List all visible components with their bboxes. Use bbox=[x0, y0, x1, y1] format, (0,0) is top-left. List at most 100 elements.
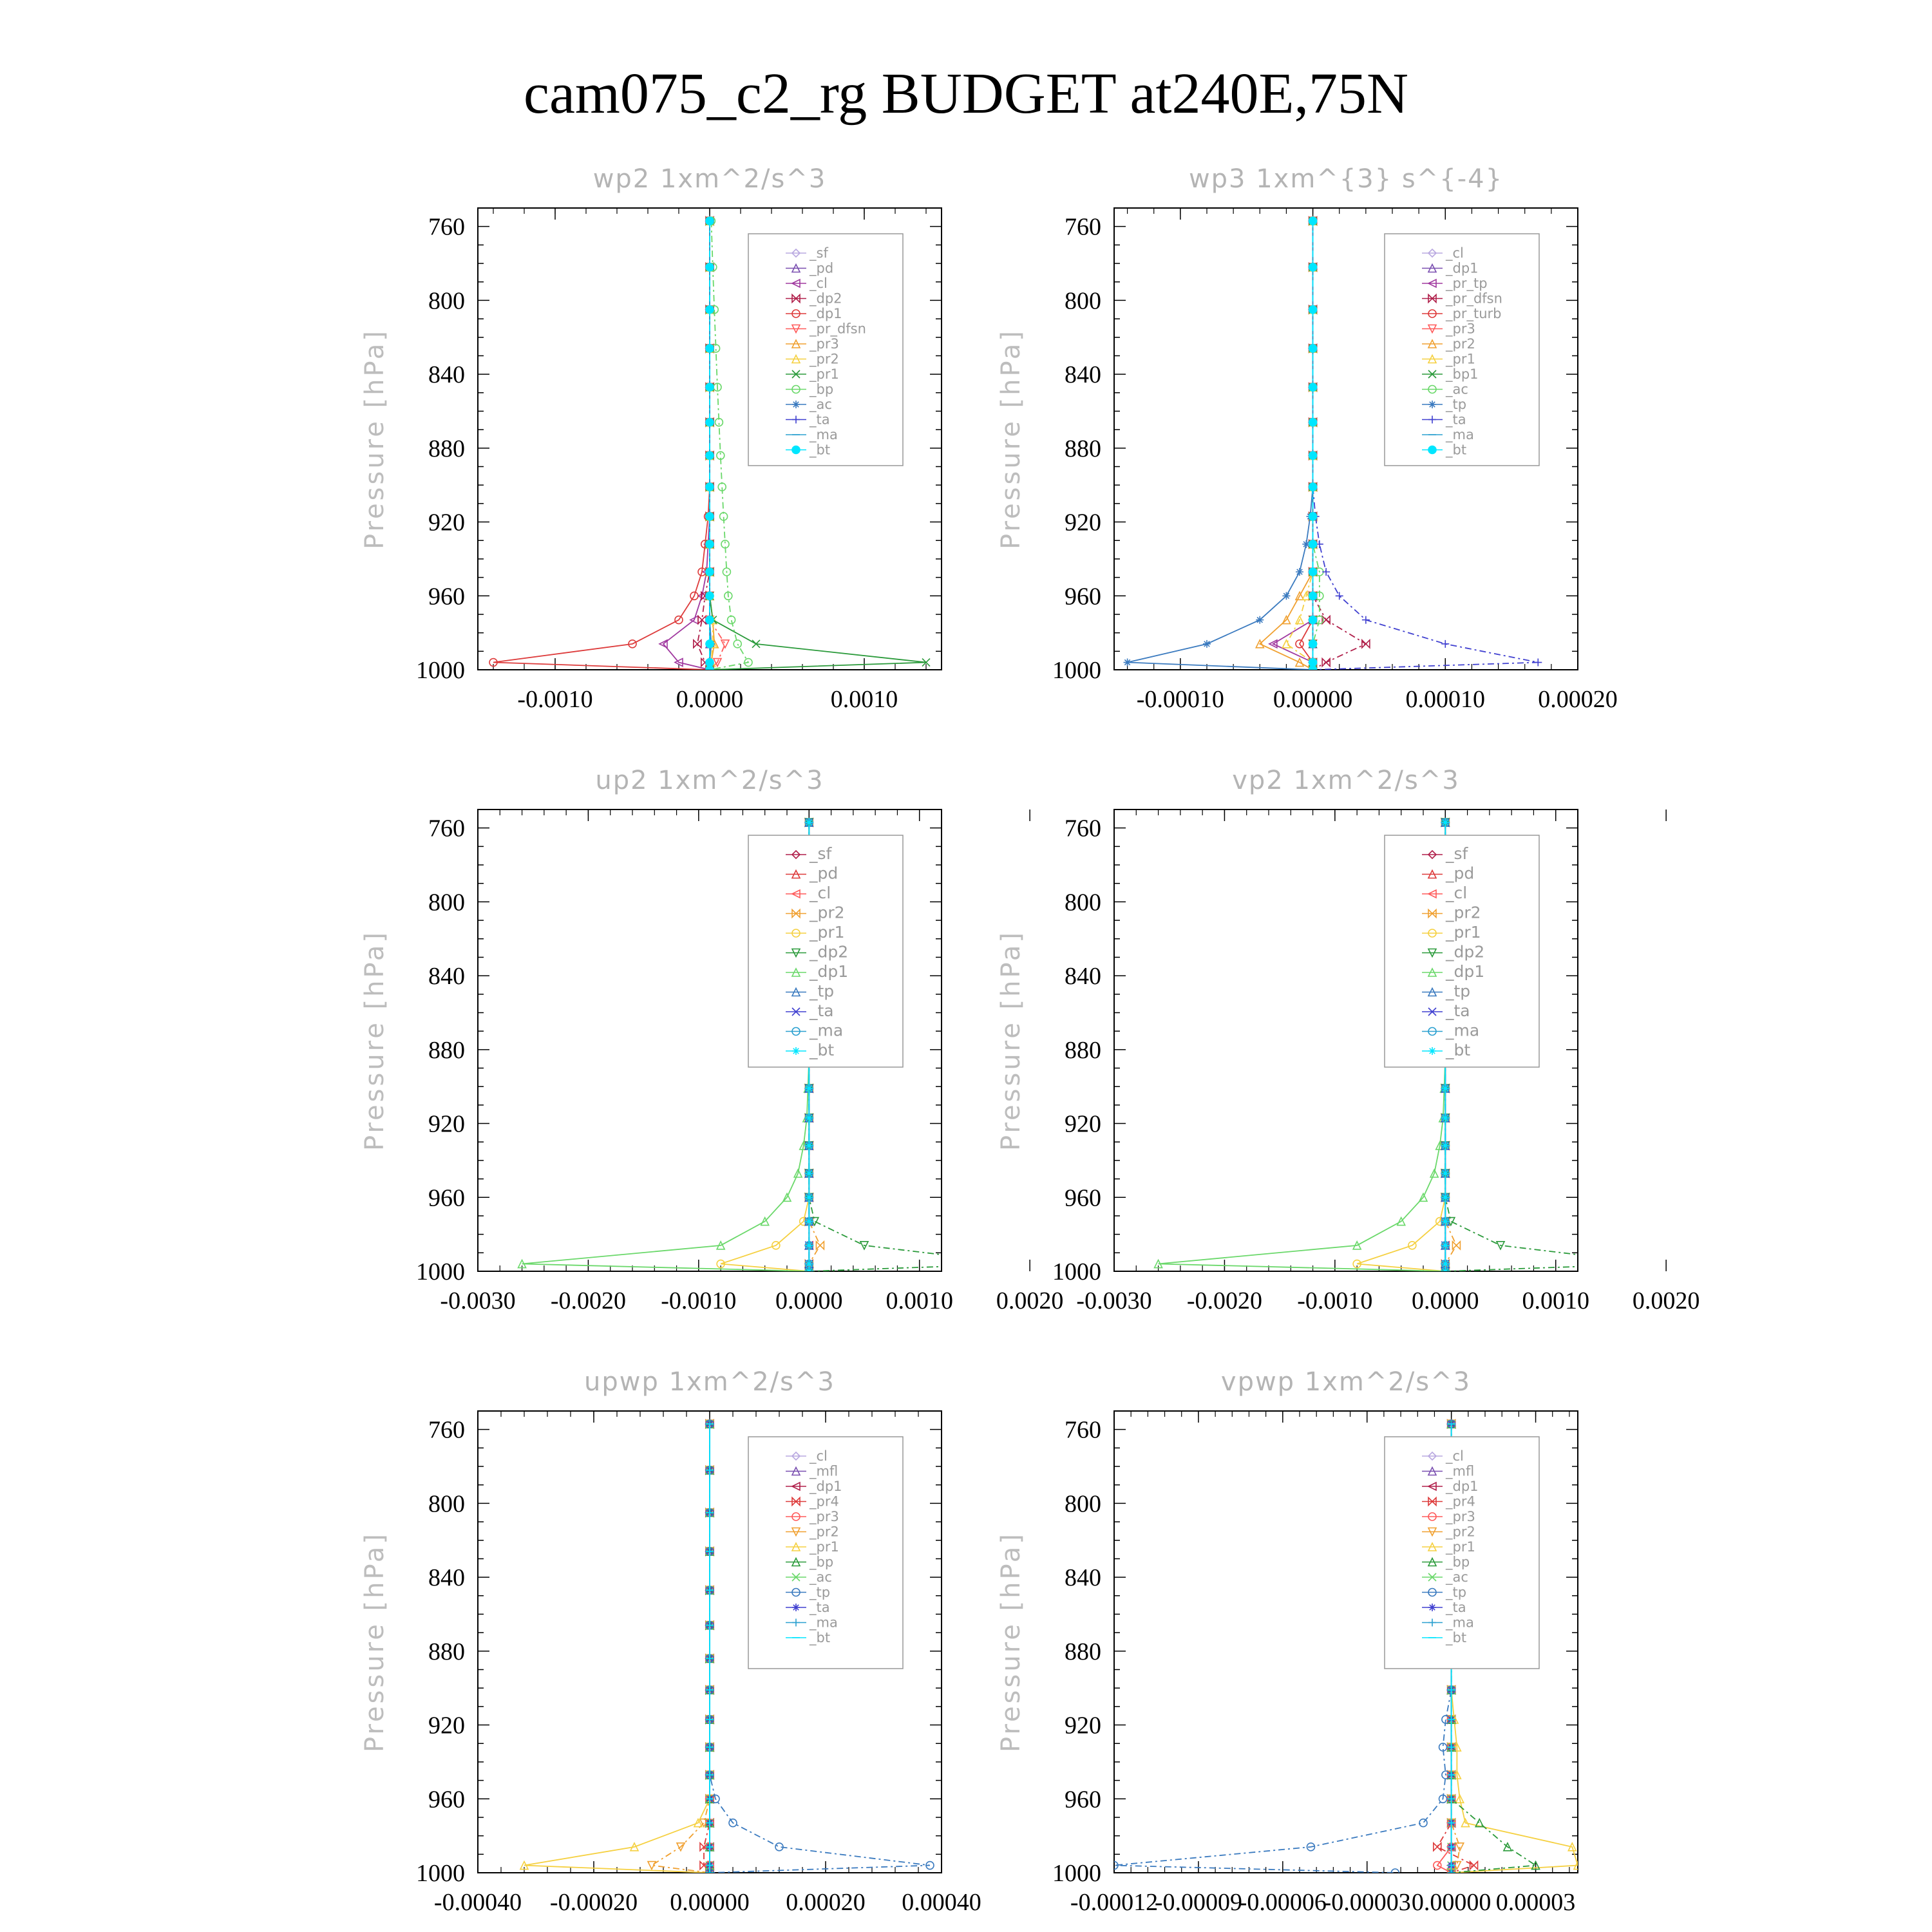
data-point bbox=[705, 262, 714, 272]
data-point bbox=[1441, 639, 1450, 648]
legend-label: _ta bbox=[1445, 412, 1466, 428]
y-tick-label: 800 bbox=[428, 1490, 465, 1517]
data-point bbox=[1433, 1841, 1442, 1852]
data-point bbox=[1441, 1193, 1450, 1202]
data-point bbox=[628, 639, 637, 649]
legend-marker bbox=[1428, 415, 1436, 424]
legend-marker bbox=[791, 908, 800, 919]
y-tick-label: 760 bbox=[428, 1417, 465, 1444]
data-point bbox=[705, 665, 714, 670]
legend-label: _pr1 bbox=[809, 1539, 839, 1555]
legend-label: _bt bbox=[809, 1041, 834, 1059]
plot-frame bbox=[1113, 1410, 1578, 1873]
data-point bbox=[1531, 1860, 1540, 1870]
legend-label: _cl bbox=[1445, 884, 1467, 902]
legend-label: _dp2 bbox=[809, 291, 842, 307]
data-point bbox=[1335, 592, 1343, 600]
y-tick-label: 800 bbox=[428, 889, 465, 916]
x-tick-label: 0.00000 bbox=[1273, 686, 1353, 713]
legend-label: _pr1 bbox=[809, 923, 845, 942]
series-group bbox=[489, 216, 931, 670]
figure-title: cam075_c2_rg BUDGET at240E,75N bbox=[524, 62, 1408, 126]
data-point bbox=[815, 1240, 825, 1251]
x-tick-label: 0.0010 bbox=[831, 686, 898, 713]
legend-marker bbox=[1427, 263, 1437, 273]
legend-marker bbox=[791, 384, 800, 394]
legend-marker bbox=[1428, 401, 1436, 408]
y-tick-label: 1000 bbox=[416, 1258, 465, 1285]
legend-marker bbox=[792, 1047, 800, 1055]
legend-label: _pr_dfsn bbox=[1445, 291, 1502, 307]
data-point bbox=[760, 1216, 770, 1226]
legend-marker bbox=[791, 1542, 801, 1551]
legend-box bbox=[748, 1436, 904, 1669]
legend-box bbox=[748, 835, 904, 1068]
chart-panel-0: wp2 1xm^2/s^3 Pressure [hPa] 760 800 840 880 9… bbox=[360, 164, 942, 713]
data-point bbox=[1441, 1084, 1450, 1093]
legend-marker bbox=[1428, 445, 1437, 455]
data-point bbox=[1308, 482, 1318, 491]
legend-marker bbox=[1427, 339, 1437, 348]
legend-label: _cl bbox=[809, 884, 831, 902]
data-point bbox=[489, 658, 498, 667]
legend-marker bbox=[791, 1587, 800, 1597]
data-point bbox=[1123, 658, 1132, 667]
legend-marker bbox=[791, 869, 801, 879]
data-point bbox=[1308, 262, 1318, 272]
x-tick-label: 0.00003 bbox=[1496, 1889, 1576, 1916]
legend-marker bbox=[1427, 889, 1437, 899]
data-point bbox=[1495, 1241, 1506, 1251]
y-tick-label: 840 bbox=[1065, 361, 1101, 388]
legend-marker bbox=[792, 415, 800, 424]
y-axis-label: Pressure [hPa] bbox=[996, 930, 1026, 1151]
data-point bbox=[1419, 1818, 1428, 1828]
x-tick-label: 0.0000 bbox=[1412, 1287, 1479, 1314]
y-tick-label: 840 bbox=[428, 963, 465, 990]
data-point bbox=[1294, 614, 1305, 625]
data-point bbox=[1296, 567, 1303, 576]
legend-label: _pr3 bbox=[809, 1509, 839, 1525]
chart-panel-3: vp2 1xm^2/s^3 Pressure [hPa] 760 800 840 880 9… bbox=[996, 766, 1700, 1314]
data-point bbox=[772, 1241, 781, 1250]
data-point bbox=[690, 591, 699, 601]
data-point bbox=[1441, 1260, 1450, 1268]
data-point bbox=[922, 658, 931, 667]
y-tick-label: 880 bbox=[1065, 1037, 1101, 1064]
y-tick-label: 840 bbox=[428, 361, 465, 388]
data-point bbox=[629, 1842, 639, 1852]
legend-label: _bp bbox=[1445, 1555, 1470, 1571]
legend-marker bbox=[1428, 1496, 1437, 1507]
y-tick-label: 1000 bbox=[1052, 1258, 1101, 1285]
y-tick-label: 800 bbox=[1065, 889, 1101, 916]
data-point bbox=[1282, 592, 1291, 600]
y-tick-label: 920 bbox=[428, 509, 465, 536]
data-point bbox=[782, 1192, 792, 1202]
panel-title: wp2 1xm^2/s^3 bbox=[593, 164, 827, 194]
legend-marker bbox=[791, 1512, 800, 1521]
legend-marker bbox=[1428, 1007, 1437, 1016]
panel-title: upwp 1xm^2/s^3 bbox=[584, 1367, 835, 1397]
legend-label: _ma bbox=[1445, 427, 1474, 443]
chart-panel-1: wp3 1xm^{3} s^{-4} Pressure [hPa] 760 800 84… bbox=[996, 164, 1618, 713]
legend-marker bbox=[1428, 1618, 1436, 1627]
x-tick-label: 0.00010 bbox=[1406, 686, 1486, 713]
data-point bbox=[1321, 614, 1331, 625]
legend-label: _bp bbox=[809, 1555, 833, 1571]
legend-label: _dp1 bbox=[809, 1479, 842, 1495]
data-point bbox=[793, 1168, 803, 1178]
y-tick-label: 880 bbox=[428, 1638, 465, 1665]
legend-label: _cl bbox=[809, 276, 828, 292]
data-point bbox=[726, 615, 736, 625]
legend-label: _dp2 bbox=[1445, 943, 1484, 961]
legend-label: _ac bbox=[1445, 1569, 1468, 1586]
legend-label: _mfl bbox=[1445, 1464, 1474, 1480]
legend-marker bbox=[791, 324, 801, 334]
data-point bbox=[775, 1842, 784, 1852]
data-point bbox=[1308, 658, 1318, 667]
legend-marker bbox=[1427, 1542, 1437, 1551]
x-tick-label: -0.0010 bbox=[1297, 1287, 1372, 1314]
legend-box bbox=[1384, 233, 1540, 466]
panels-group: wp2 1xm^2/s^3 Pressure [hPa] 760 800 840 880 9… bbox=[360, 164, 1700, 1916]
legend-label: _pd bbox=[809, 261, 833, 277]
data-point bbox=[1474, 1817, 1484, 1828]
